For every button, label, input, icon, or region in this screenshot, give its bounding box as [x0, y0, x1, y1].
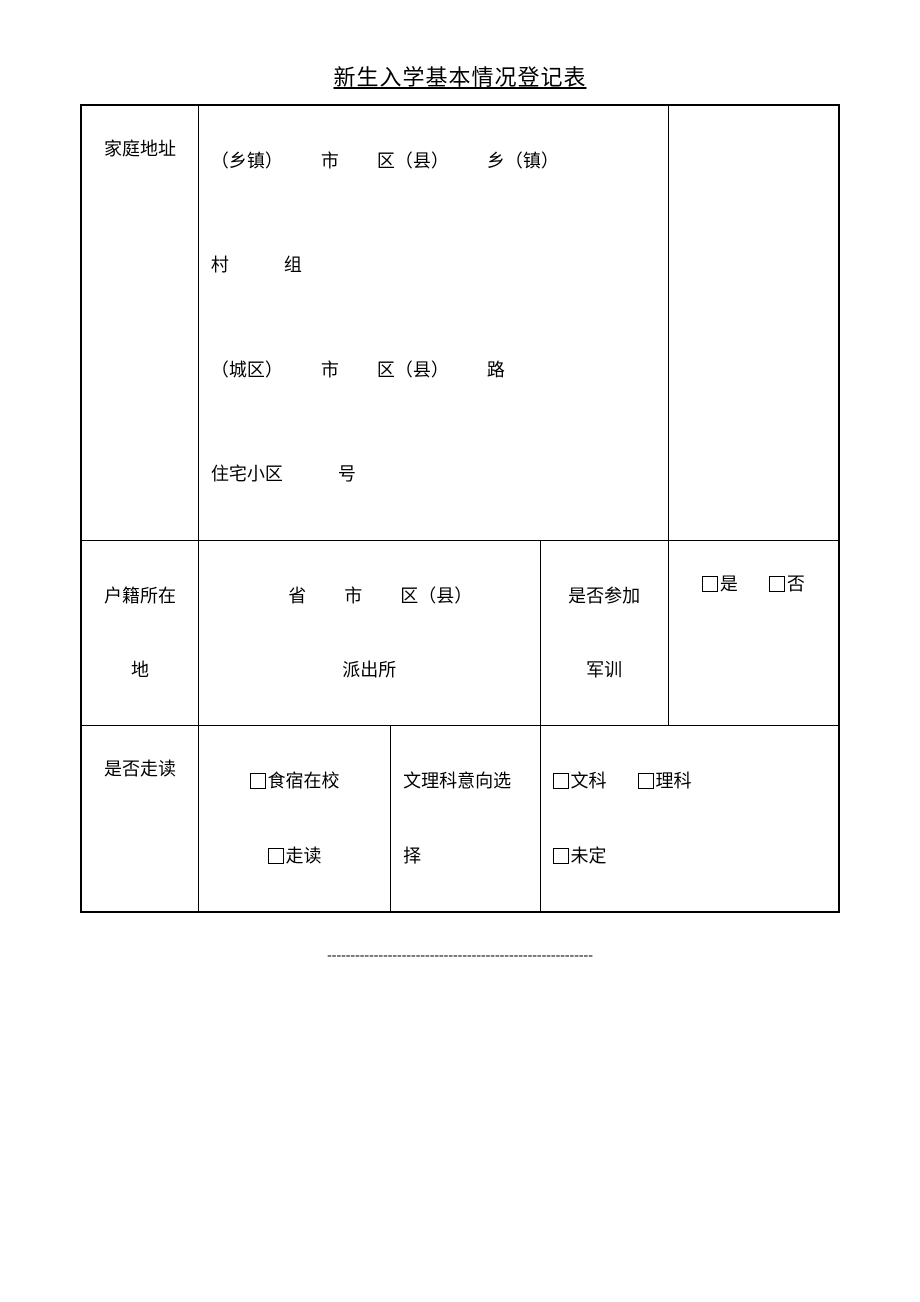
- addr-city2: 市: [321, 360, 339, 380]
- checkbox-board-school[interactable]: [250, 773, 266, 789]
- as-opt-line2: 未定: [553, 819, 826, 893]
- addr-township: 乡（镇）: [487, 151, 559, 171]
- checkbox-day-student[interactable]: [268, 848, 284, 864]
- addr-group: 组: [284, 255, 302, 275]
- addr-residential: 住宅小区: [211, 464, 283, 484]
- checkbox-science[interactable]: [638, 773, 654, 789]
- opt-arts: 文科: [571, 771, 607, 791]
- label-boarding: 是否走读: [81, 726, 198, 912]
- opt-science: 理科: [656, 771, 692, 791]
- addr-district2: 区（县）: [377, 360, 449, 380]
- label-huji: 户籍所在 地: [81, 540, 198, 726]
- arts-science-options: 文科 理科 未定: [540, 726, 839, 912]
- huji-police: 派出所: [342, 660, 396, 680]
- huji-city: 市: [344, 586, 362, 606]
- label-military: 是否参加 军训: [540, 540, 668, 726]
- address-urban-line1: （城区） 市 区（县） 路: [211, 333, 656, 407]
- home-address-content: （乡镇）市区（县）乡（镇） 村组 （城区）市区（县）路 住宅小区号: [198, 105, 668, 540]
- row-boarding: 是否走读 食宿在校 走读 文理科意向选 择 文科 理科 未定: [81, 726, 839, 912]
- as-opt-line1: 文科 理科: [553, 744, 826, 818]
- row-huji: 户籍所在 地 省 市 区（县） 派出所 是否参加 军训 是 否: [81, 540, 839, 726]
- as-label-l2: 择: [403, 819, 527, 893]
- military-options: 是 否: [668, 540, 839, 726]
- huji-line2: 派出所: [211, 633, 528, 707]
- addr-village: 村: [211, 255, 229, 275]
- opt-board-school: 食宿在校: [268, 771, 340, 791]
- huji-content: 省 市 区（县） 派出所: [198, 540, 540, 726]
- checkbox-mil-yes[interactable]: [702, 576, 718, 592]
- addr-number: 号: [338, 464, 356, 484]
- opt-no: 否: [787, 574, 805, 594]
- as-label-l1: 文理科意向选: [403, 744, 527, 818]
- label-arts-science: 文理科意向选 择: [391, 726, 540, 912]
- checkbox-arts[interactable]: [553, 773, 569, 789]
- mil-label-l2: 军训: [553, 633, 656, 707]
- boarding-opt2-wrap: 走读: [211, 819, 378, 893]
- registration-table: 家庭地址 （乡镇）市区（县）乡（镇） 村组 （城区）市区（县）路 住宅小区号 户…: [80, 104, 840, 913]
- opt-day-student: 走读: [286, 846, 322, 866]
- rural-prefix: （乡镇）: [211, 151, 283, 171]
- opt-undecided: 未定: [571, 846, 607, 866]
- huji-label-l1: 户籍所在: [94, 559, 186, 633]
- mil-label-l1: 是否参加: [553, 559, 656, 633]
- label-home-address: 家庭地址: [81, 105, 198, 540]
- address-rural-line2: 村组: [211, 228, 656, 302]
- checkbox-mil-no[interactable]: [769, 576, 785, 592]
- addr-district: 区（县）: [377, 151, 449, 171]
- boarding-options: 食宿在校 走读: [198, 726, 390, 912]
- huji-district: 区（县）: [400, 586, 472, 606]
- addr-city: 市: [321, 151, 339, 171]
- row-home-address: 家庭地址 （乡镇）市区（县）乡（镇） 村组 （城区）市区（县）路 住宅小区号: [81, 105, 839, 540]
- checkbox-undecided[interactable]: [553, 848, 569, 864]
- address-urban-line2: 住宅小区 号: [211, 437, 656, 511]
- address-rural-line1: （乡镇） 市 区（县） 乡（镇）: [211, 124, 656, 198]
- opt-yes: 是: [720, 574, 738, 594]
- addr-road: 路: [487, 360, 505, 380]
- huji-line1: 省 市 区（县）: [211, 559, 528, 633]
- home-address-right-empty: [668, 105, 839, 540]
- boarding-opt1-wrap: 食宿在校: [211, 744, 378, 818]
- huji-label-l2: 地: [94, 633, 186, 707]
- urban-prefix: （城区）: [211, 360, 283, 380]
- footer-dashes: ----------------------------------------…: [80, 948, 840, 964]
- huji-province: 省: [288, 586, 306, 606]
- page-title: 新生入学基本情况登记表: [80, 60, 840, 92]
